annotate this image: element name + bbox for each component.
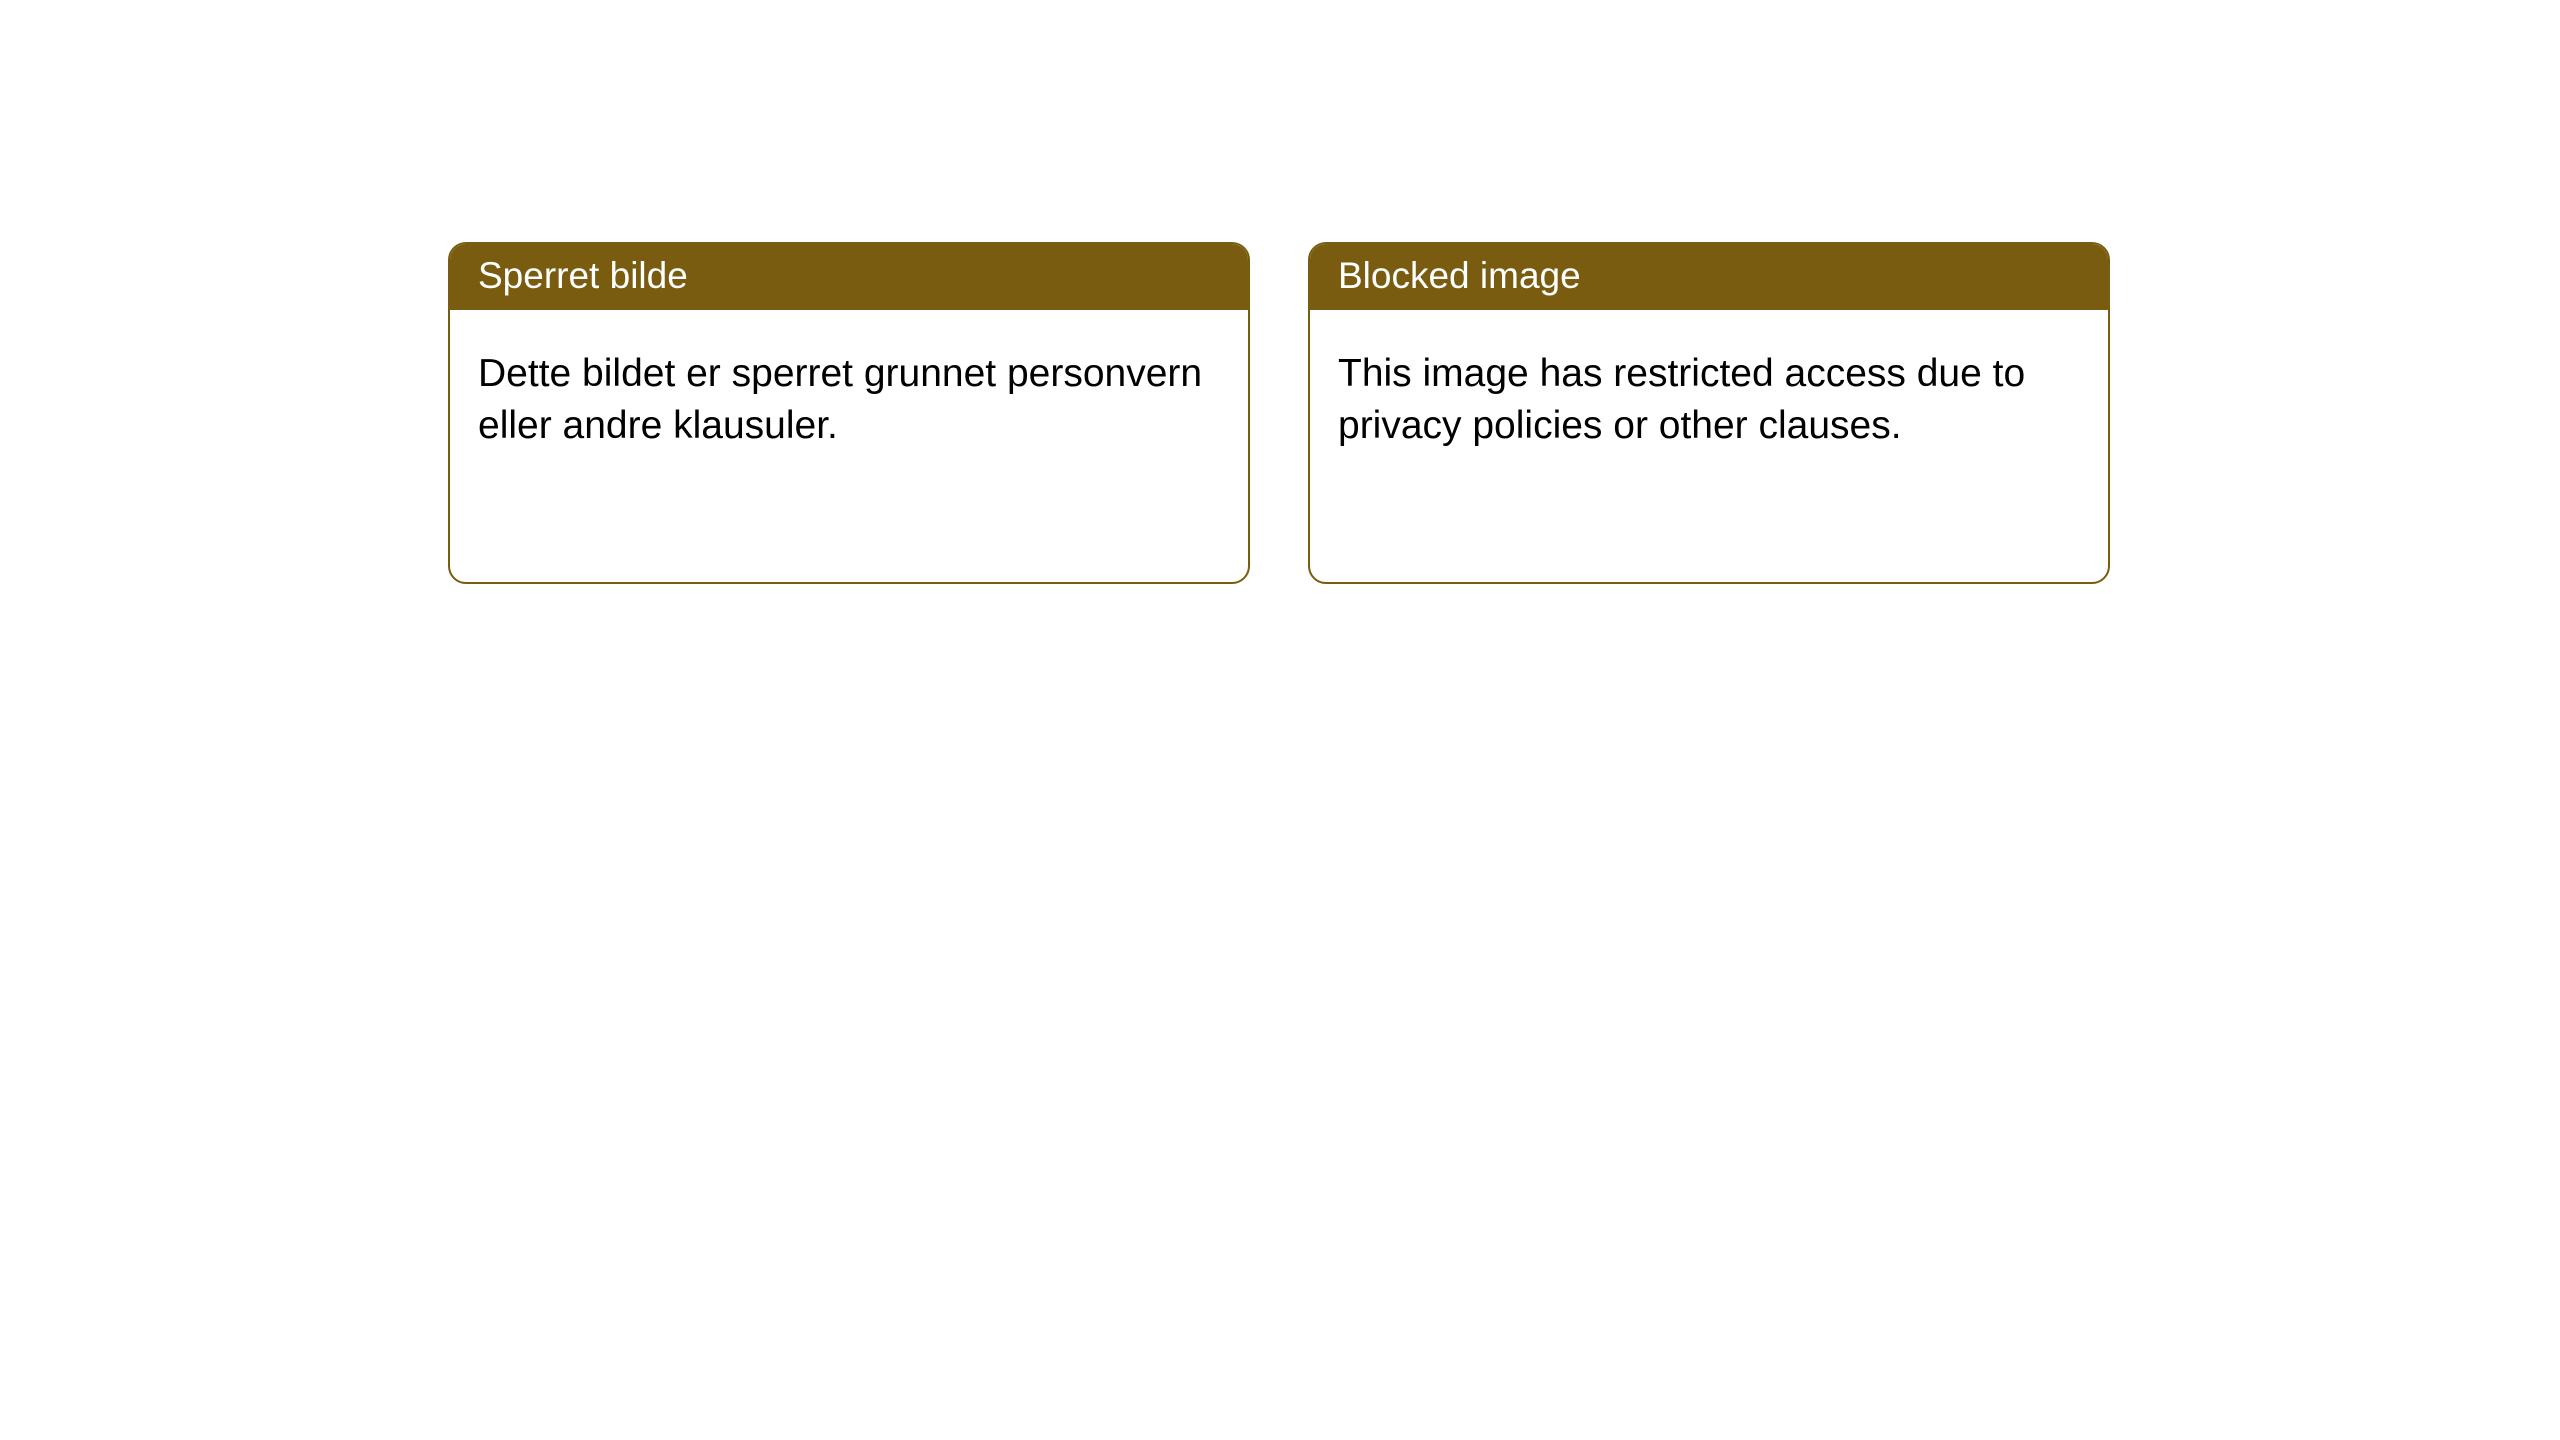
card-body-text: This image has restricted access due to … xyxy=(1338,348,2080,451)
notice-cards-container: Sperret bilde Dette bildet er sperret gr… xyxy=(0,0,2560,584)
notice-card-norwegian: Sperret bilde Dette bildet er sperret gr… xyxy=(448,242,1250,584)
card-title: Blocked image xyxy=(1338,255,1581,296)
card-body-text: Dette bildet er sperret grunnet personve… xyxy=(478,348,1220,451)
card-body: This image has restricted access due to … xyxy=(1310,310,2108,582)
card-body: Dette bildet er sperret grunnet personve… xyxy=(450,310,1248,582)
card-header: Sperret bilde xyxy=(450,244,1248,310)
notice-card-english: Blocked image This image has restricted … xyxy=(1308,242,2110,584)
card-title: Sperret bilde xyxy=(478,255,688,296)
card-header: Blocked image xyxy=(1310,244,2108,310)
